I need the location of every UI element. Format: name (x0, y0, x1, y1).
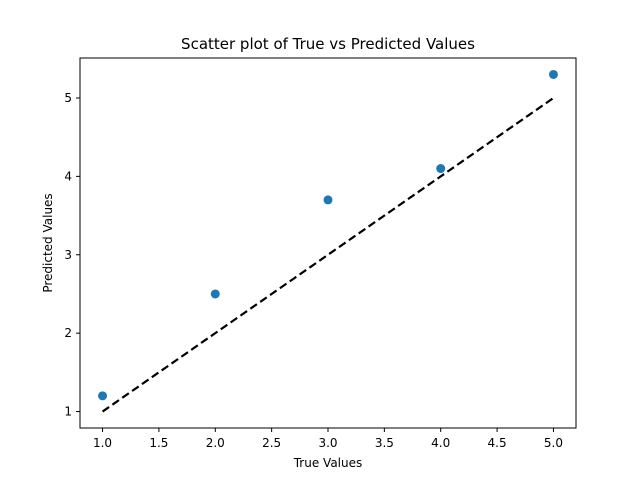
x-tick-label: 3.5 (375, 436, 394, 450)
y-tick-label: 4 (64, 169, 72, 183)
y-tick-label: 3 (64, 248, 72, 262)
y-tick-label: 2 (64, 326, 72, 340)
x-tick-label: 4.5 (488, 436, 507, 450)
plot-area (80, 58, 576, 428)
x-tick-label: 3.0 (318, 436, 337, 450)
y-tick-label: 1 (64, 405, 72, 419)
chart-title: Scatter plot of True vs Predicted Values (181, 35, 475, 53)
x-tick-label: 4.0 (431, 436, 450, 450)
x-tick-label: 1.5 (149, 436, 168, 450)
x-tick-label: 2.0 (206, 436, 225, 450)
data-layer (98, 69, 558, 413)
x-axis-ticks: 1.0 1.5 2.0 2.5 3.0 3.5 4.0 4.5 5.0 (93, 428, 563, 450)
y-axis-label: Predicted Values (41, 193, 55, 292)
scatter-point (210, 289, 220, 299)
x-tick-label: 2.5 (262, 436, 281, 450)
scatter-point (323, 195, 333, 205)
x-tick-label: 1.0 (93, 436, 112, 450)
scatter-point (548, 69, 558, 79)
scatter-point (436, 164, 446, 174)
scatter-point (98, 391, 108, 401)
y-tick-label: 5 (64, 91, 72, 105)
ideal-fit-line (101, 97, 555, 413)
x-tick-label: 5.0 (544, 436, 563, 450)
x-axis-label: True Values (293, 456, 363, 470)
y-axis-ticks: 1 2 3 4 5 (64, 91, 80, 419)
